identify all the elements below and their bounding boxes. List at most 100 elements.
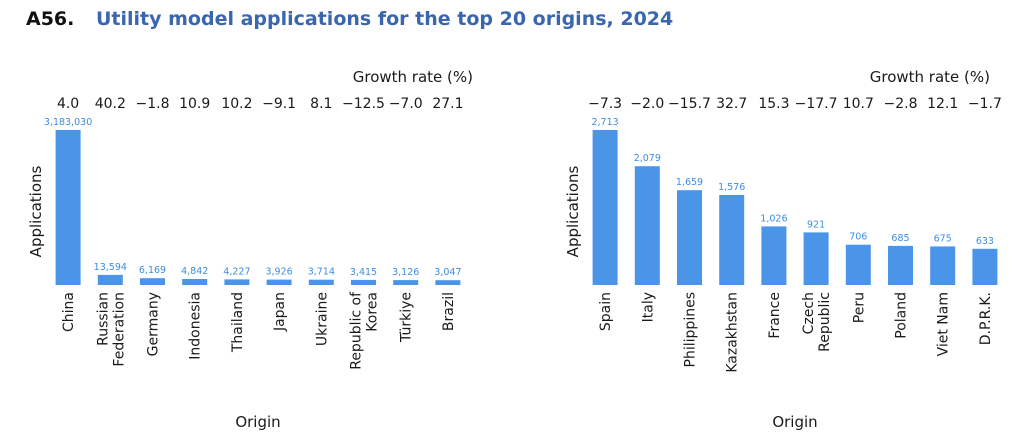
category-label: Republic of Korea — [349, 291, 381, 370]
category-label-line: Viet Nam — [936, 292, 952, 356]
category-label: Thailand — [230, 292, 246, 353]
category-label-line: China — [61, 292, 77, 332]
figure-number: A56. — [26, 8, 75, 30]
bar — [719, 195, 745, 285]
category-label: Germany — [146, 292, 162, 356]
category-label: China — [61, 292, 77, 332]
growth-rate-caption: Growth rate (%) — [353, 68, 473, 86]
bar-value-label: 3,047 — [434, 267, 461, 278]
growth-rate-value: −1.7 — [968, 96, 1002, 112]
category-label-line: Republic of — [349, 291, 365, 370]
growth-rate-value: −9.1 — [262, 96, 296, 112]
bar — [845, 244, 871, 285]
x-axis-title: Origin — [235, 413, 280, 431]
category-label: France — [767, 292, 783, 339]
growth-rate-value: 10.2 — [221, 96, 252, 112]
growth-rate-value: 32.7 — [716, 96, 747, 112]
category-label: Brazil — [441, 292, 457, 331]
category-label-line: Kazakhstan — [725, 292, 741, 373]
category-label-line: Japan — [272, 292, 288, 332]
bar — [351, 279, 376, 285]
growth-rate-value: −7.3 — [588, 96, 622, 112]
bar-value-label: 3,126 — [392, 267, 419, 278]
bar-value-label: 1,659 — [676, 177, 703, 188]
bar-value-label: 2,713 — [591, 117, 618, 128]
growth-rate-value: 4.0 — [57, 96, 79, 112]
bar — [140, 278, 165, 285]
bar-value-label: 13,594 — [94, 262, 127, 273]
category-label-line: Peru — [851, 292, 867, 323]
growth-rate-value: −1.8 — [136, 96, 170, 112]
category-label: Russian Federation — [95, 292, 127, 367]
growth-rate-value: −15.7 — [668, 96, 711, 112]
category-label-line: Poland — [894, 292, 910, 339]
chart-left: Growth rate (%) Applications Origin 3,183,0… — [27, 68, 473, 431]
bar — [634, 166, 660, 285]
bar-value-label: 3,926 — [265, 267, 292, 278]
bar-value-label: 706 — [849, 232, 867, 243]
category-label-line: Czech — [801, 292, 817, 334]
bar — [761, 226, 787, 285]
category-label-line: Brazil — [441, 292, 457, 331]
bar — [224, 279, 250, 285]
bar — [592, 130, 618, 285]
growth-rate-value: −7.0 — [389, 96, 423, 112]
growth-rate-value: −17.7 — [795, 96, 838, 112]
bar-value-label: 3,415 — [350, 267, 377, 278]
bar — [266, 279, 292, 285]
growth-rate-value: −2.0 — [630, 96, 664, 112]
bar — [97, 274, 123, 285]
category-label-line: Indonesia — [188, 292, 204, 360]
growth-rate-value: 27.1 — [432, 96, 463, 112]
bar-value-label: 675 — [934, 233, 952, 244]
figure-title: Utility model applications for the top 2… — [96, 8, 674, 30]
category-label: Kazakhstan — [725, 292, 741, 373]
category-label-line: Germany — [146, 292, 162, 356]
category-label: D.P.R.K. — [978, 292, 994, 345]
category-label: Türkiye — [399, 292, 415, 343]
growth-rate-value: −2.8 — [884, 96, 918, 112]
bar — [393, 280, 419, 285]
category-label-line: Federation — [111, 292, 127, 367]
bar-value-label: 1,576 — [718, 182, 745, 193]
bar-value-label: 6,169 — [139, 265, 166, 276]
bar-value-label: 2,079 — [634, 153, 661, 164]
category-label-line: Philippines — [683, 292, 699, 367]
bar — [677, 190, 702, 285]
bar — [55, 130, 81, 285]
category-label: Philippines — [683, 292, 699, 367]
category-label-line: France — [767, 292, 783, 339]
growth-rate-value: 12.1 — [927, 96, 958, 112]
bar — [182, 279, 208, 285]
bar-value-label: 633 — [976, 236, 994, 247]
y-axis-title: Applications — [27, 166, 45, 258]
category-label-line: Spain — [598, 292, 614, 331]
figure-header: A56. Utility model applications for the … — [26, 8, 673, 38]
growth-rate-value: 10.9 — [179, 96, 210, 112]
growth-rate-value: 8.1 — [310, 96, 332, 112]
category-label-line: Republic — [817, 292, 833, 352]
category-label-line: Russian — [95, 292, 111, 346]
growth-rate-value: 15.3 — [758, 96, 789, 112]
category-label: Viet Nam — [936, 292, 952, 356]
bar — [930, 246, 956, 285]
bar-value-label: 4,227 — [223, 266, 250, 277]
bar-value-label: 1,026 — [760, 213, 787, 224]
category-label: Indonesia — [188, 292, 204, 360]
bar-value-label: 3,714 — [308, 267, 335, 278]
category-label: Peru — [851, 292, 867, 323]
bar — [972, 248, 998, 285]
bar — [888, 245, 913, 285]
category-label: Ukraine — [314, 292, 330, 346]
y-axis-title: Applications — [564, 166, 582, 258]
bar — [435, 280, 461, 285]
growth-rate-caption: Growth rate (%) — [870, 68, 990, 86]
category-label-line: Türkiye — [399, 292, 415, 343]
bar — [308, 279, 334, 285]
category-label-line: Korea — [365, 292, 381, 332]
growth-rate-value: −12.5 — [342, 96, 385, 112]
category-label-line: Thailand — [230, 292, 246, 353]
category-label-line: Italy — [640, 292, 656, 322]
bar-value-label: 921 — [807, 219, 825, 230]
category-label: Italy — [640, 292, 656, 322]
